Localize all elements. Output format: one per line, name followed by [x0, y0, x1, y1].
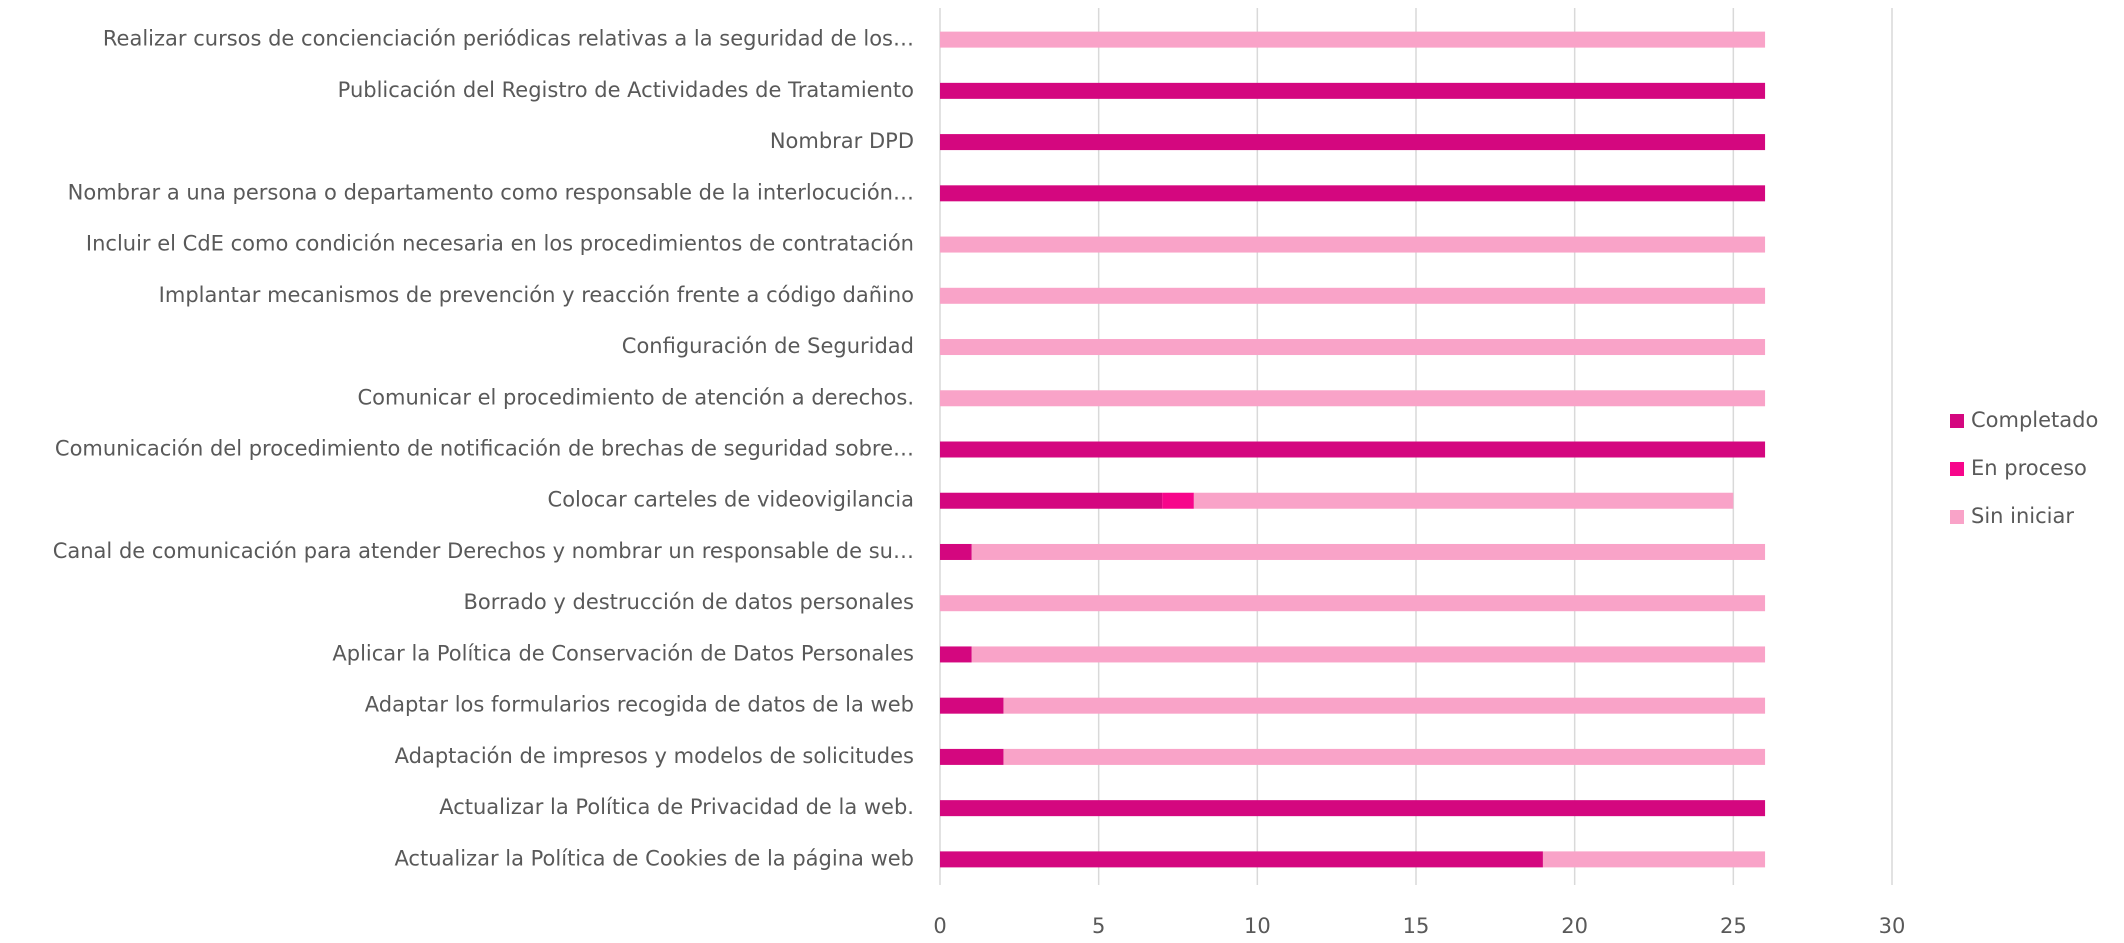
- x-tick-label: 30: [1879, 914, 1906, 938]
- bar-segment: [940, 339, 1766, 356]
- bar-segment: [1003, 748, 1766, 765]
- y-tick-label: Nombrar DPD: [770, 129, 914, 153]
- bar-segment: [940, 441, 1766, 458]
- y-tick-label: Actualizar la Política de Cookies de la …: [394, 846, 914, 870]
- y-tick-label: Configuración de Seguridad: [622, 334, 914, 358]
- y-tick-label: Aplicar la Política de Conservación de D…: [332, 641, 914, 665]
- y-tick-label: Actualizar la Política de Privacidad de …: [439, 795, 914, 819]
- bar-segment: [971, 543, 1766, 560]
- y-tick-label: Realizar cursos de concienciación periód…: [103, 27, 914, 51]
- y-tick-label: Adaptar los formularios recogida de dato…: [365, 693, 914, 717]
- bar-segment: [940, 287, 1766, 304]
- bar-segment: [940, 543, 972, 560]
- bar-segment: [940, 595, 1766, 612]
- y-tick-label: Colocar carteles de videovigilancia: [548, 488, 914, 512]
- y-tick-label: Comunicar el procedimiento de atención a…: [357, 385, 914, 409]
- y-tick-label: Incluir el CdE como condición necesaria …: [86, 232, 914, 256]
- bar-segment: [1193, 492, 1734, 509]
- bar-segment: [1003, 697, 1766, 714]
- legend-swatch: [1950, 414, 1964, 428]
- y-tick-label: Canal de comunicación para atender Derec…: [53, 539, 914, 563]
- legend-swatch: [1950, 510, 1964, 524]
- legend-swatch: [1950, 462, 1964, 476]
- bar-segment: [940, 82, 1766, 99]
- y-tick-label: Publicación del Registro de Actividades …: [338, 78, 914, 102]
- bar-segment: [940, 697, 1004, 714]
- legend-label: Completado: [1971, 408, 2098, 432]
- bar-segment: [940, 646, 972, 663]
- y-tick-label: Borrado y destrucción de datos personale…: [464, 590, 914, 614]
- y-tick-label: Implantar mecanismos de prevención y rea…: [159, 283, 914, 307]
- x-tick-label: 5: [1092, 914, 1105, 938]
- x-tick-label: 15: [1403, 914, 1430, 938]
- x-tick-label: 25: [1720, 914, 1747, 938]
- bar-segment: [971, 646, 1766, 663]
- y-tick-label: Adaptación de impresos y modelos de soli…: [395, 744, 914, 768]
- bar-segment: [940, 851, 1543, 868]
- x-tick-label: 20: [1561, 914, 1588, 938]
- bar-segment: [940, 800, 1766, 817]
- bar-segment: [940, 390, 1766, 407]
- y-tick-label: Nombrar a una persona o departamento com…: [68, 180, 914, 204]
- x-tick-label: 10: [1244, 914, 1271, 938]
- x-tick-label: 0: [933, 914, 946, 938]
- bar-segment: [940, 185, 1766, 202]
- bar-segment: [940, 492, 1163, 509]
- legend-label: En proceso: [1971, 456, 2087, 480]
- bar-segment: [940, 748, 1004, 765]
- bar-segment: [1162, 492, 1194, 509]
- bar-segment: [940, 31, 1766, 48]
- bar-segment: [940, 236, 1766, 253]
- bar-segment: [1542, 851, 1766, 868]
- y-tick-label: Comunicación del procedimiento de notifi…: [55, 437, 914, 461]
- bar-segment: [940, 134, 1766, 151]
- legend-label: Sin iniciar: [1971, 504, 2074, 528]
